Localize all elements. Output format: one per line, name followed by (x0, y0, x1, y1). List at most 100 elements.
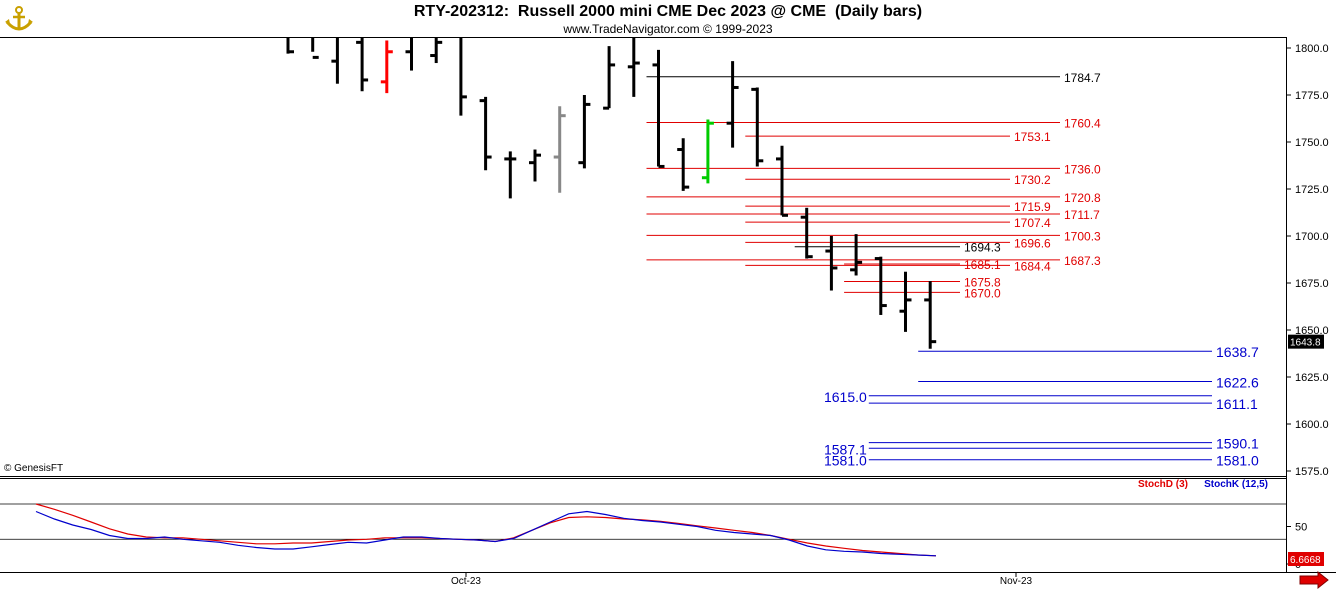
chart-header: RTY-202312: Russell 2000 mini CME Dec 20… (0, 0, 1336, 38)
ohlc-bar (311, 38, 319, 59)
price-level: 1696.6 (745, 236, 1051, 250)
level-label: 1611.1 (1216, 396, 1258, 412)
ohlc-bar (479, 96, 492, 171)
price-level: 1715.9 (745, 200, 1051, 214)
ohlc-bar (899, 271, 912, 332)
price-levels: 1784.7 1760.4 1753.1 1736.0 1730.2 1720.8 1715… (646, 71, 1259, 469)
anchor-logo-icon (4, 4, 34, 39)
price-level: 1700.3 (646, 229, 1101, 243)
level-label: 1715.9 (1014, 200, 1051, 214)
y-tick-label: 1750.0 (1295, 137, 1329, 149)
price-level: 1720.8 (646, 191, 1101, 205)
level-label: 1696.6 (1014, 236, 1051, 250)
level-label: 1707.4 (1014, 216, 1051, 230)
level-label: 1736.0 (1064, 162, 1101, 176)
y-tick-label: 1775.0 (1295, 90, 1329, 102)
price-level: 1622.6 (918, 375, 1259, 391)
ohlc-bar (627, 38, 640, 97)
stochk-line (35, 510, 937, 557)
price-level: 1638.7 (918, 344, 1259, 360)
ohlc-bar (356, 38, 369, 92)
price-level: 1615.0 (824, 389, 1212, 405)
level-label: 1622.6 (1216, 375, 1259, 391)
y-tick-label: 1600.0 (1295, 419, 1329, 431)
price-level: 1694.3 (794, 241, 1001, 255)
ohlc-bar (800, 207, 813, 259)
stochd-line (35, 503, 937, 557)
y-tick-label: 1675.0 (1295, 278, 1329, 290)
ohlc-bar (405, 38, 413, 71)
price-level: 1590.1 (868, 436, 1259, 452)
level-label: 1784.7 (1064, 71, 1101, 85)
ohlc-bar (553, 106, 566, 193)
price-y-axis: 1800.0 1775.0 1750.0 1725.0 1700.0 1675.0 1650… (1286, 43, 1329, 478)
level-label: 1581.0 (1216, 453, 1259, 469)
level-label: 1730.2 (1014, 173, 1051, 187)
ohlc-bar (874, 256, 887, 315)
scroll-right-arrow-icon[interactable] (1299, 570, 1329, 590)
price-level: 1670.0 (844, 286, 1001, 300)
level-label: 1720.8 (1064, 191, 1101, 205)
level-label: 1694.3 (964, 241, 1001, 255)
stoch-y-tick-label: 50 (1295, 522, 1307, 534)
x-tick-label: Oct-23 (451, 576, 481, 587)
y-tick-label: 1625.0 (1295, 372, 1329, 384)
ohlc-bar (850, 234, 863, 276)
price-level: 1711.7 (646, 208, 1100, 222)
stochastic-panel: 500StochD (3)StochK (12,5)6.6668 (0, 479, 1324, 571)
price-level: 1581.0 1581.0 (824, 453, 1259, 469)
y-tick-label: 1725.0 (1295, 184, 1329, 196)
ohlc-bar (726, 61, 739, 148)
ohlc-bar (529, 149, 541, 182)
ohlc-bar (701, 119, 714, 184)
price-level: 1730.2 (745, 173, 1051, 187)
price-level: 1784.7 (646, 71, 1101, 85)
last-price-label: 1643.8 (1290, 338, 1321, 349)
level-label-left: 1581.0 (824, 453, 867, 469)
level-label: 1638.7 (1216, 344, 1259, 360)
ohlc-bar (380, 40, 393, 94)
ohlc-bar (430, 38, 443, 64)
last-price-box (1288, 334, 1324, 349)
stochk-legend: StochK (12,5) (1204, 479, 1268, 490)
level-label: 1684.4 (1014, 259, 1051, 273)
price-level: 1684.4 (745, 259, 1051, 273)
level-label: 1687.3 (1064, 254, 1101, 268)
level-label: 1711.7 (1064, 208, 1100, 222)
y-tick-label: 1700.0 (1295, 231, 1329, 243)
ohlc-bar (776, 145, 788, 217)
y-tick-label: 1650.0 (1295, 325, 1329, 337)
price-level: 1687.3 (646, 254, 1101, 268)
stochd-legend: StochD (3) (1138, 479, 1188, 490)
price-level: 1736.0 (646, 162, 1101, 176)
level-label-left: 1615.0 (824, 389, 867, 405)
level-label: 1700.3 (1064, 229, 1101, 243)
ohlc-bar (459, 38, 467, 116)
ohlc-bar (751, 87, 764, 167)
copyright-label: © GenesisFT (4, 463, 64, 474)
chart-subtitle: www.TradeNavigator.com © 1999-2023 (563, 22, 773, 36)
ohlc-bars (286, 38, 937, 349)
level-label: 1760.4 (1064, 116, 1101, 130)
y-tick-label: 1575.0 (1295, 466, 1329, 478)
ohlc-bar (578, 95, 591, 169)
y-tick-label: 1800.0 (1295, 43, 1329, 55)
price-level: 1753.1 (745, 130, 1051, 144)
level-label: 1590.1 (1216, 436, 1259, 452)
ohlc-bar (286, 38, 294, 54)
ohlc-bar (331, 38, 339, 84)
price-level: 1760.4 (646, 116, 1101, 130)
level-label: 1675.8 (964, 275, 1001, 289)
price-level: 1675.8 (844, 275, 1001, 289)
date-x-axis: Oct-23 Nov-23 (451, 572, 1033, 587)
ohlc-bar (652, 49, 665, 168)
level-label: 1753.1 (1014, 130, 1051, 144)
last-price-marker: 1643.8 (1288, 334, 1324, 349)
stoch-last-box (1288, 551, 1324, 566)
stoch-last-label: 6.6668 (1290, 555, 1321, 566)
level-label: 1670.0 (964, 286, 1001, 300)
ohlc-bar (677, 138, 690, 191)
ohlc-bar (825, 236, 838, 291)
price-panel-frame (0, 37, 1336, 573)
